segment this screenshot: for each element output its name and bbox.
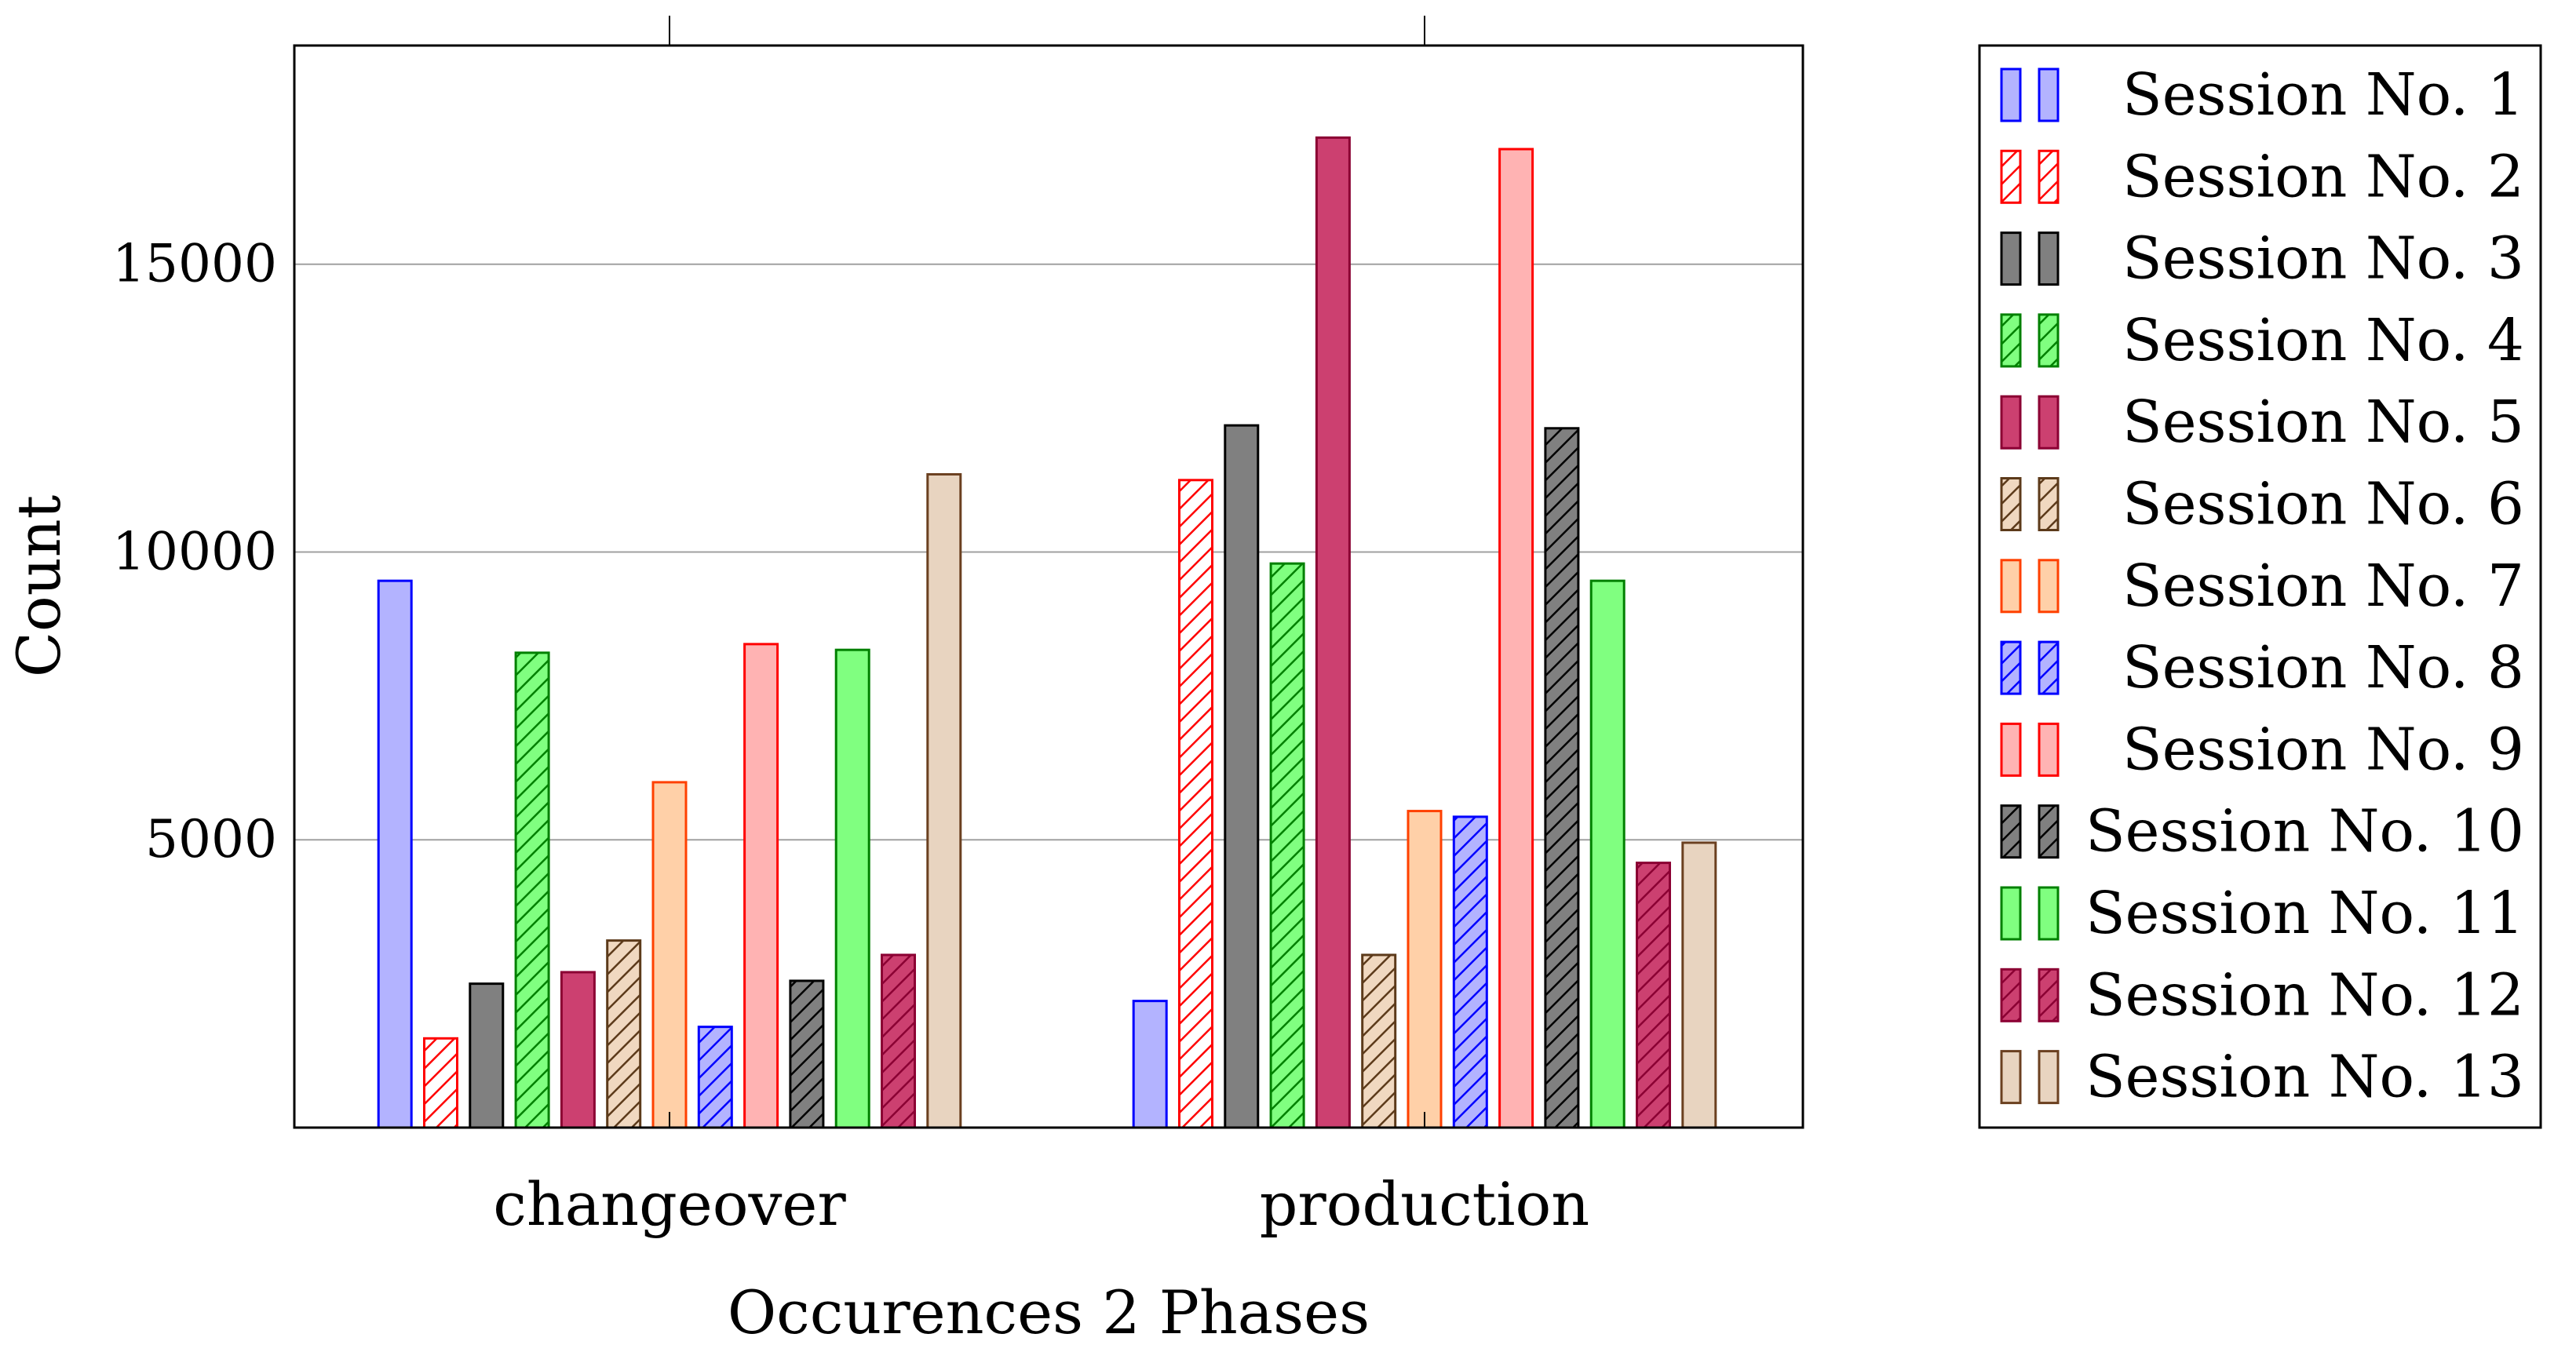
bar-changeover-session-4 (514, 651, 550, 1129)
plot-frame (293, 44, 1804, 1129)
bar-production-session-6 (1361, 953, 1397, 1129)
legend-label-session-13: Session No. 13 (2085, 1044, 2524, 1111)
bar-production-session-13 (1681, 841, 1717, 1129)
bars (377, 136, 1717, 1129)
y-axis-title: Count (4, 495, 74, 677)
y-tick-label: 10000 (112, 521, 277, 581)
legend-swatch-session-1 (2000, 67, 2022, 122)
legend-label-session-9: Session No. 9 (2122, 716, 2524, 783)
bar-production-session-4 (1269, 562, 1305, 1129)
bar-production-session-3 (1224, 424, 1260, 1129)
bar-production-session-9 (1498, 148, 1534, 1129)
tick-labels: 5000 10000 15000 changeover production (112, 234, 1589, 1239)
legend-label-session-5: Session No. 5 (2122, 388, 2524, 456)
bar-production-session-11 (1589, 579, 1626, 1129)
legend-swatch-session-7 (2038, 559, 2060, 614)
x-axis-title: Occurences 2 Phases (728, 1277, 1370, 1347)
legend-label-session-11: Session No. 11 (2085, 880, 2524, 947)
bar-production-session-10 (1544, 427, 1580, 1129)
legend-swatch-session-5 (2038, 395, 2060, 450)
bar-changeover-session-1 (377, 579, 413, 1129)
legend-swatch-session-8 (2000, 640, 2022, 695)
legend-swatch-session-12 (2038, 968, 2060, 1022)
bar-changeover-session-10 (789, 979, 825, 1129)
legend-swatch-session-2 (2038, 149, 2060, 204)
bar-production-session-2 (1178, 479, 1213, 1129)
x-tick-label-production: production (1260, 1169, 1589, 1239)
bar-changeover-session-13 (926, 472, 962, 1129)
y-tick-label: 5000 (145, 809, 277, 869)
x-tick-label-changeover: changeover (493, 1169, 846, 1239)
legend-swatch-session-9 (2000, 722, 2022, 777)
legend-swatch-session-1 (2038, 67, 2060, 122)
legend-swatch-session-6 (2000, 477, 2022, 531)
bar-production-session-8 (1452, 815, 1488, 1129)
legend-swatch-session-3 (2000, 231, 2022, 286)
legend-label-session-4: Session No. 4 (2122, 307, 2524, 374)
ticks (669, 16, 1425, 1128)
legend-swatch-session-7 (2000, 559, 2022, 614)
legend-frame (1978, 44, 2542, 1129)
bar-production-session-7 (1407, 810, 1443, 1129)
legend-swatch-session-13 (2038, 1050, 2060, 1105)
legend-swatch-session-10 (2000, 804, 2022, 859)
bar-changeover-session-8 (697, 1026, 733, 1129)
bar-changeover-session-9 (743, 643, 779, 1129)
legend-swatch-session-10 (2038, 804, 2060, 859)
y-tick-label: 15000 (112, 234, 277, 294)
legend-swatch-session-3 (2038, 231, 2060, 286)
legend-swatch-session-11 (2038, 886, 2060, 941)
legend-label-session-10: Session No. 10 (2085, 798, 2524, 866)
bar-production-session-12 (1636, 862, 1671, 1129)
legend-label-session-12: Session No. 12 (2085, 961, 2524, 1029)
legend-label-session-3: Session No. 3 (2122, 225, 2524, 293)
legend-label-session-1: Session No. 1 (2122, 61, 2524, 129)
legend-swatch-session-8 (2038, 640, 2060, 695)
legend-swatch-session-5 (2000, 395, 2022, 450)
legend-label-session-7: Session No. 7 (2122, 552, 2524, 620)
legend-swatch-session-6 (2038, 477, 2060, 531)
bar-changeover-session-6 (606, 939, 642, 1129)
legend-swatch-session-4 (2000, 313, 2022, 368)
bar-changeover-session-12 (881, 953, 916, 1129)
bar-changeover-session-5 (560, 971, 596, 1129)
legend-swatch-session-13 (2000, 1050, 2022, 1105)
bar-changeover-session-11 (834, 648, 870, 1129)
legend: Session No. 1 Session No. 2 Session No. 3 S… (1978, 44, 2542, 1129)
legend-label-session-8: Session No. 8 (2122, 634, 2524, 702)
legend-label-session-6: Session No. 6 (2122, 471, 2524, 538)
legend-swatch-session-9 (2038, 722, 2060, 777)
legend-swatch-session-12 (2000, 968, 2022, 1022)
legend-swatch-session-11 (2000, 886, 2022, 941)
legend-swatch-session-4 (2038, 313, 2060, 368)
legend-swatch-session-2 (2000, 149, 2022, 204)
bar-production-session-5 (1315, 136, 1351, 1129)
bar-changeover-session-7 (651, 781, 688, 1129)
bar-production-session-1 (1132, 1000, 1168, 1129)
legend-label-session-2: Session No. 2 (2122, 143, 2524, 210)
bar-changeover-session-2 (423, 1037, 458, 1129)
bar-changeover-session-3 (469, 982, 505, 1129)
